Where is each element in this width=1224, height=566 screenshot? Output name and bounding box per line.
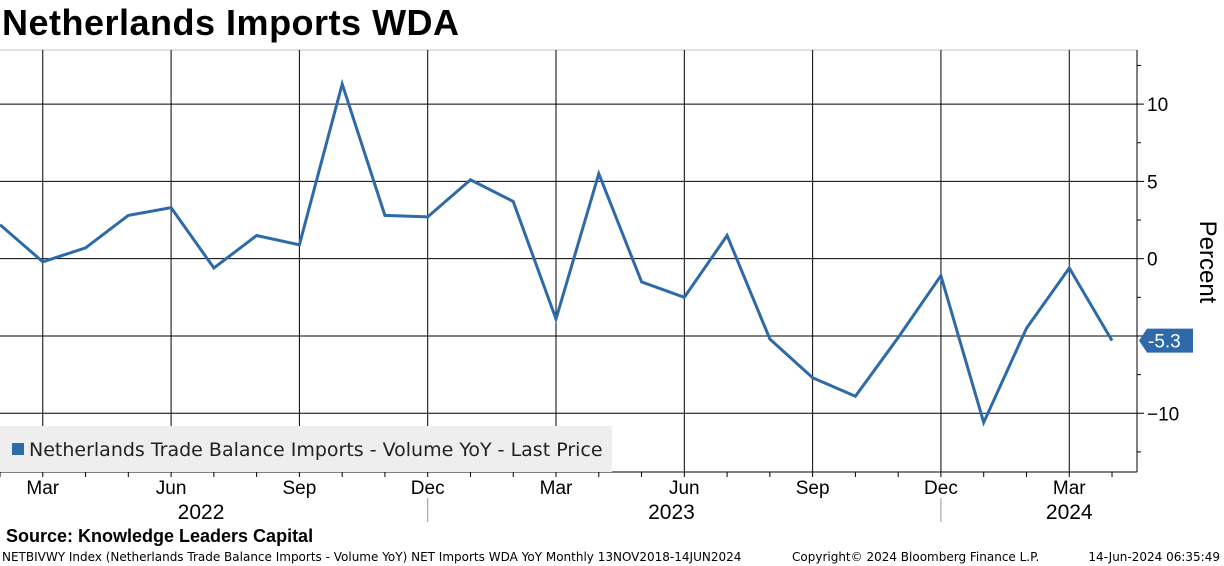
index-description: NETBIVWY Index (Netherlands Trade Balanc…: [2, 550, 742, 564]
x-tick-label: Mar: [26, 478, 59, 499]
x-tick-label: Dec: [411, 478, 445, 499]
legend-label: Netherlands Trade Balance Imports - Volu…: [29, 439, 603, 461]
x-tick-label: Mar: [540, 478, 573, 499]
x-tick-label: Mar: [1053, 478, 1086, 499]
legend-box: [0, 426, 612, 472]
y-tick-label: −10: [1147, 404, 1179, 425]
series-line: [0, 78, 1114, 427]
x-tick-label: Sep: [796, 478, 830, 499]
last-value-badge: [1139, 328, 1193, 353]
chart-title: Netherlands Imports WDA: [2, 2, 460, 43]
y-tick-label: 10: [1147, 95, 1168, 116]
y-axis-title: Percent: [1194, 221, 1221, 304]
source-label: Source: Knowledge Leaders Capital: [6, 526, 314, 546]
legend-swatch: [12, 443, 24, 455]
year-label: 2023: [648, 501, 695, 524]
copyright-text: Copyright© 2024 Bloomberg Finance L.P.: [792, 550, 1040, 564]
y-tick-label: 5: [1147, 172, 1158, 193]
x-tick-label: Dec: [924, 478, 958, 499]
year-label: 2024: [1046, 501, 1093, 524]
x-tick-label: Jun: [156, 478, 187, 499]
last-value-label: -5.3: [1148, 332, 1181, 353]
x-tick-label: Jun: [669, 478, 700, 499]
y-tick-label: 0: [1147, 250, 1158, 271]
timestamp-text: 14-Jun-2024 06:35:49: [1088, 550, 1220, 564]
year-label: 2022: [178, 501, 225, 524]
x-tick-label: Sep: [282, 478, 316, 499]
